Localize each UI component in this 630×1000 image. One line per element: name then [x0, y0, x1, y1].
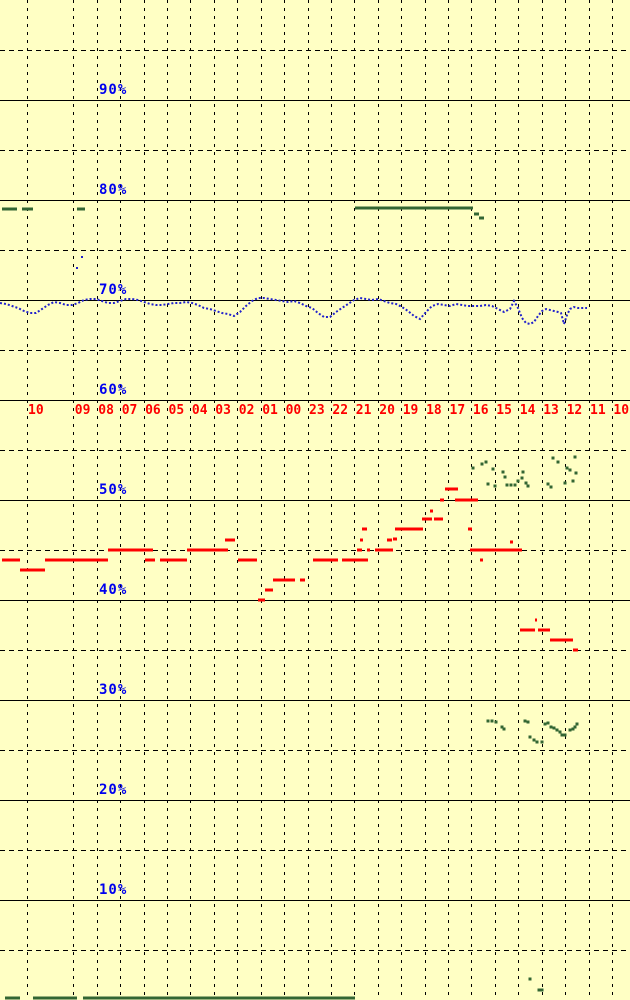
blue-speck	[76, 267, 78, 269]
x-axis-hour-label: 14	[520, 403, 536, 418]
green-scatter-dot	[532, 738, 536, 742]
green-scatter-dot	[513, 483, 517, 487]
x-axis-hour-label: 11	[590, 403, 606, 418]
green-scatter-dot	[484, 460, 488, 464]
green-scatter-dot	[573, 725, 577, 729]
x-axis-hour-label: 22	[332, 403, 348, 418]
green-scatter-dot	[549, 725, 553, 729]
green-scatter-dot	[560, 733, 564, 737]
y-axis-tick-label: 50%	[99, 482, 127, 498]
y-axis-tick-label: 10%	[99, 882, 127, 898]
green-scatter-dot	[574, 471, 578, 475]
y-axis-tick-label: 90%	[99, 82, 127, 98]
green-scatter-dot	[537, 988, 541, 992]
green-scatter-dot	[563, 733, 567, 737]
green-scatter-dot	[549, 485, 553, 489]
green-scatter-dot	[543, 722, 547, 726]
green-scatter-dot	[523, 719, 527, 723]
green-scatter-dot	[500, 725, 504, 729]
green-scatter-dot	[546, 721, 550, 725]
x-axis-hour-label: 07	[122, 403, 138, 418]
green-scatter-dot	[565, 466, 569, 470]
green-scatter-dot	[528, 977, 532, 981]
green-scatter-dot	[486, 482, 490, 486]
green-scatter-dot	[563, 481, 567, 485]
x-axis-hour-label: 10	[28, 403, 44, 418]
green-scatter-dot	[552, 726, 556, 730]
x-axis-hour-label: 12	[567, 403, 583, 418]
green-scatter-dot	[505, 483, 509, 487]
green-scatter-dot	[502, 727, 506, 731]
green-scatter-dot	[573, 455, 577, 459]
green-scatter-dot	[516, 479, 520, 483]
green-scatter-dot	[501, 470, 505, 474]
x-axis-hour-label: 08	[98, 403, 114, 418]
x-axis-hour-label: 20	[379, 403, 395, 418]
green-scatter-dot	[493, 484, 497, 488]
y-axis-tick-label: 60%	[99, 382, 127, 398]
green-scatter-dot	[528, 735, 532, 739]
x-axis-hour-label: 02	[239, 403, 255, 418]
x-axis-hour-label: 17	[450, 403, 466, 418]
green-scatter-dot	[571, 727, 575, 731]
green-scatter-dot	[503, 475, 507, 479]
green-scatter-dot	[535, 740, 539, 744]
y-axis-tick-label: 20%	[99, 782, 127, 798]
x-axis-hour-label: 15	[496, 403, 512, 418]
green-scatter-dot	[509, 483, 513, 487]
x-axis-hour-label: 03	[215, 403, 231, 418]
green-scatter-dot	[491, 467, 495, 471]
x-axis-hour-label: 16	[473, 403, 489, 418]
x-axis-hour-label: 09	[75, 403, 91, 418]
green-scatter-dot	[526, 484, 530, 488]
green-scatter-dot	[546, 482, 550, 486]
x-axis-hour-label: 13	[543, 403, 559, 418]
x-axis-hour-label: 18	[426, 403, 442, 418]
green-scatter-dot	[540, 740, 544, 744]
green-scatter-dot	[568, 728, 572, 732]
blue-speck	[81, 256, 83, 258]
green-scatter-dot	[494, 720, 498, 724]
green-scatter-dot	[526, 720, 530, 724]
y-axis-tick-label: 80%	[99, 182, 127, 198]
x-axis-hour-label: 23	[309, 403, 325, 418]
x-axis-hour-label: 06	[145, 403, 161, 418]
green-scatter-dot	[490, 719, 494, 723]
green-scatter-dot	[486, 719, 490, 723]
green-scatter-dot	[575, 722, 579, 726]
green-scatter-dot	[558, 730, 562, 734]
x-axis-hour-label: 19	[403, 403, 419, 418]
green-scatter-dot	[520, 476, 524, 480]
x-axis-hour-label: 10	[613, 403, 629, 418]
green-scatter-dot	[555, 728, 559, 732]
green-scatter-dot	[524, 481, 528, 485]
green-scatter-dot	[471, 466, 475, 470]
green-scatter-dot	[521, 470, 525, 474]
y-axis-tick-label: 30%	[99, 682, 127, 698]
x-axis-hour-label: 01	[262, 403, 278, 418]
green-scatter-dot	[540, 988, 544, 992]
green-scatter-dot	[556, 460, 560, 464]
x-axis-hour-label: 04	[192, 403, 208, 418]
x-axis-hour-label: 05	[169, 403, 185, 418]
green-scatter-dot	[568, 468, 572, 472]
green-scatter-dot	[571, 479, 575, 483]
x-axis-hour-label: 21	[356, 403, 372, 418]
y-axis-tick-label: 70%	[99, 282, 127, 298]
y-axis-tick-label: 40%	[99, 582, 127, 598]
green-scatter-dot	[551, 456, 555, 460]
x-axis-hour-label: 00	[286, 403, 302, 418]
green-scatter-dot	[480, 462, 484, 466]
